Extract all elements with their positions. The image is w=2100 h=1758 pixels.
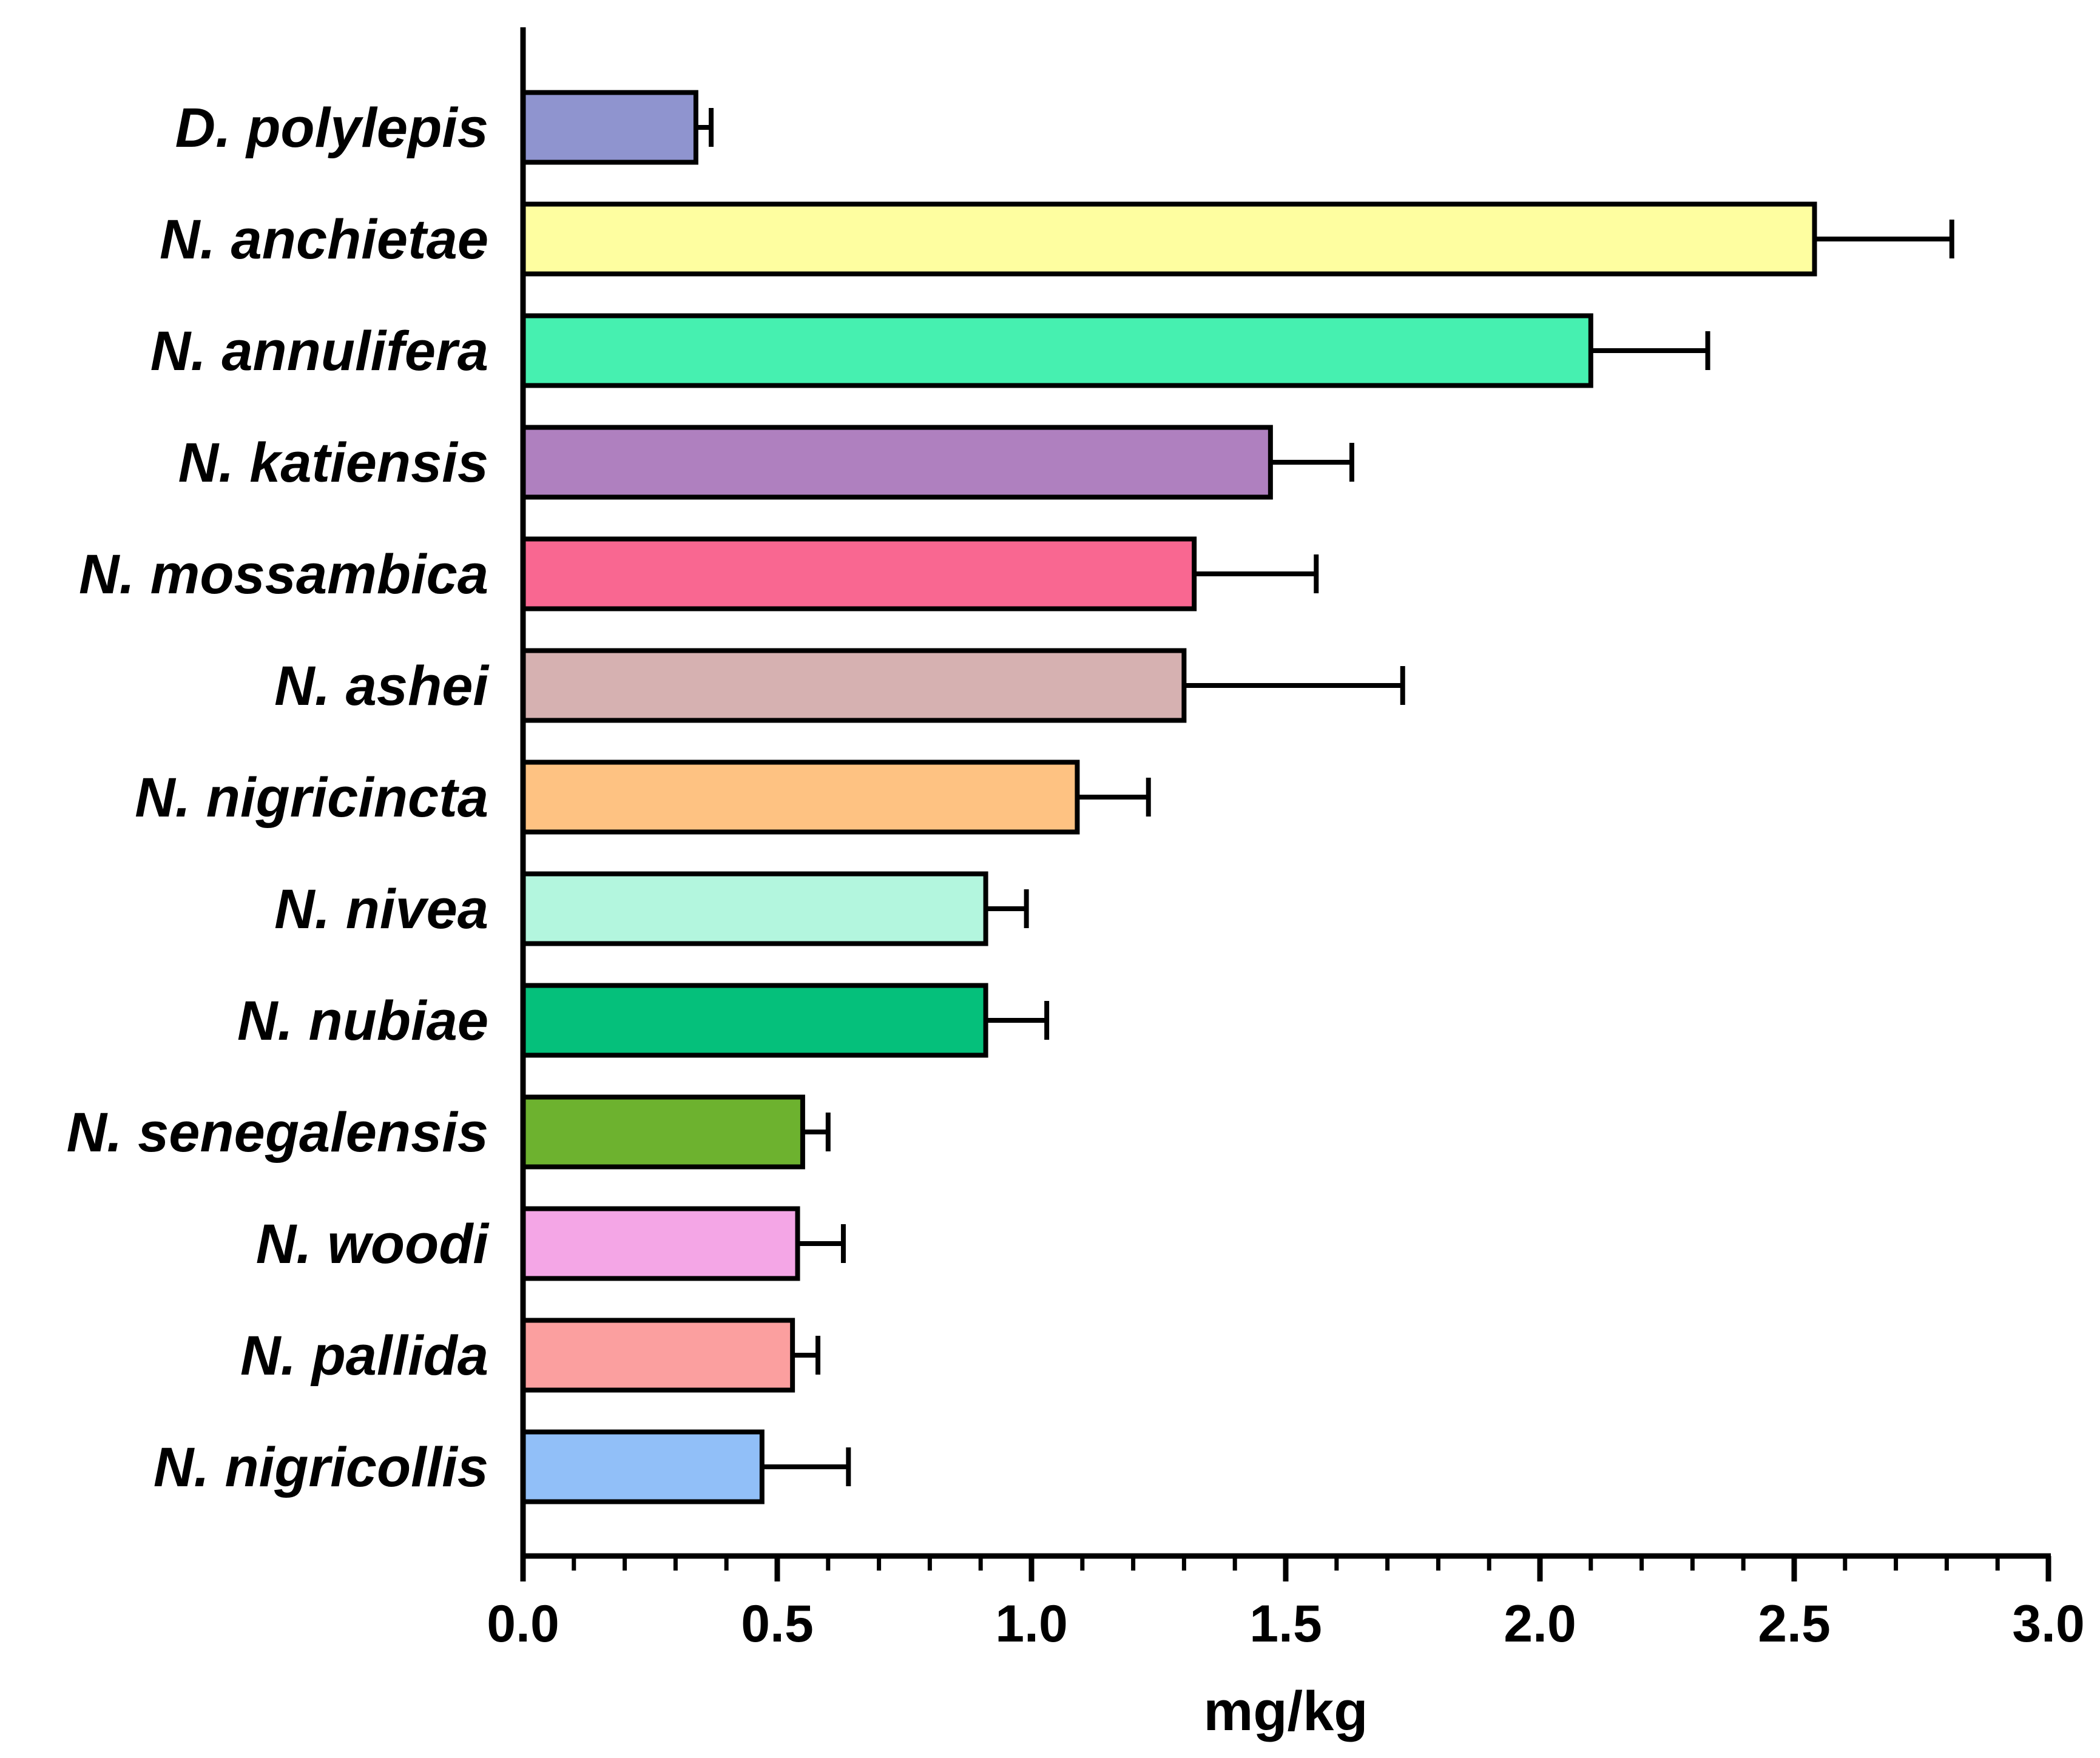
error-bars-layer xyxy=(695,108,1954,1486)
category-label: N. nubiae xyxy=(237,990,488,1052)
x-tick-label: 3.0 xyxy=(2012,1595,2085,1653)
x-tick-label: 2.0 xyxy=(1504,1595,1576,1653)
x-tick-label: 1.5 xyxy=(1249,1595,1322,1653)
bar xyxy=(521,648,1187,723)
category-label: N. annulifera xyxy=(150,320,488,382)
bar xyxy=(521,90,698,165)
bar xyxy=(521,1206,800,1281)
x-tick-label: 2.5 xyxy=(1758,1595,1831,1653)
category-label: N. nigricincta xyxy=(135,767,488,829)
bar xyxy=(521,201,1817,277)
bar xyxy=(521,313,1593,388)
category-label: N. senegalensis xyxy=(67,1102,488,1164)
category-label: N. nigricollis xyxy=(154,1436,488,1498)
bar xyxy=(521,1429,765,1504)
bar xyxy=(521,759,1080,835)
category-label: D. polylepis xyxy=(175,97,488,159)
bar xyxy=(521,536,1197,611)
x-tick-label: 0.5 xyxy=(741,1595,814,1653)
category-label: N. anchietae xyxy=(160,209,488,271)
bar xyxy=(521,1094,805,1170)
x-axis-ticks: 0.0 0.5 1.0 1.5 2.0 2.5 3.0 xyxy=(487,1556,2085,1653)
bars-layer xyxy=(521,90,1817,1504)
x-tick-label: 1.0 xyxy=(995,1595,1068,1653)
category-label: N. pallida xyxy=(240,1325,488,1387)
category-label: N. mossambica xyxy=(79,544,488,605)
category-label: N. nivea xyxy=(274,878,488,940)
category-labels: D. polylepis N. anchietae N. annulifera N. … xyxy=(67,97,490,1498)
category-label: N. ashei xyxy=(274,655,490,717)
bar xyxy=(521,425,1273,500)
bar xyxy=(521,871,988,946)
x-tick-label: 0.0 xyxy=(487,1595,559,1653)
bar xyxy=(521,983,988,1058)
category-label: N. katiensis xyxy=(178,432,488,494)
bar xyxy=(521,1318,795,1393)
x-axis-title: mg/kg xyxy=(1204,1680,1368,1742)
category-label: N. woodi xyxy=(256,1213,490,1275)
